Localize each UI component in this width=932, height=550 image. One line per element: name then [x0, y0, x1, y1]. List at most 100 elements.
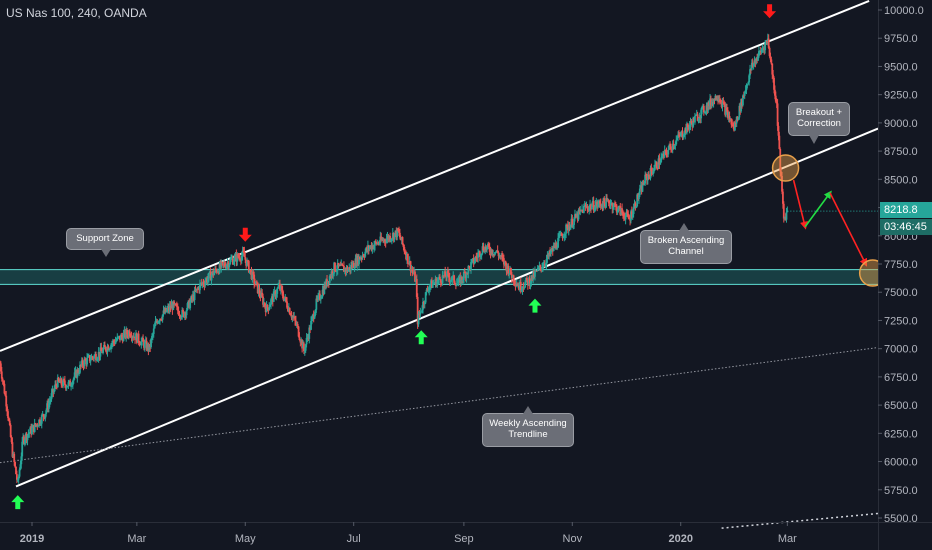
candle-body	[502, 257, 504, 259]
candle-body	[767, 38, 770, 48]
candle-body	[529, 282, 532, 286]
candle-body	[115, 340, 118, 342]
candle-body	[304, 344, 307, 351]
price-tick-label: 7750.0	[884, 259, 918, 271]
candle-body	[541, 267, 543, 270]
candle-body	[276, 288, 279, 294]
candle-body	[726, 110, 729, 118]
candle-body	[513, 281, 516, 284]
candle-body	[272, 291, 275, 302]
candle-body	[460, 276, 463, 285]
candle-body	[411, 269, 414, 272]
candle-body	[99, 347, 102, 357]
candle-body	[439, 279, 442, 283]
candle-body	[656, 168, 659, 170]
candle-body	[140, 341, 143, 346]
candle-body	[563, 236, 566, 238]
candle-body	[298, 336, 301, 340]
candle-body	[444, 271, 447, 277]
candle-body	[520, 289, 523, 291]
candle-body	[54, 384, 56, 389]
candle-body	[109, 348, 112, 350]
candle-body	[764, 42, 767, 51]
candle-body	[602, 198, 605, 208]
candle-body	[565, 224, 567, 234]
candle-body	[213, 272, 216, 276]
price-tick-label: 9000.0	[884, 118, 918, 130]
candle-body	[440, 282, 443, 284]
weekly-trendline-callout[interactable]: Weekly Ascending Trendline	[482, 406, 574, 447]
candle-body	[558, 235, 561, 237]
candle-body	[626, 211, 629, 214]
candle-body	[542, 264, 545, 267]
candle-body	[502, 258, 505, 265]
candle-body	[236, 254, 239, 262]
projection-segment	[804, 190, 832, 228]
candle-body	[592, 200, 595, 211]
candle-body	[172, 301, 175, 310]
candle-body	[542, 266, 544, 268]
candle-body	[195, 288, 198, 292]
price-tick-label: 7000.0	[884, 344, 918, 356]
bar-countdown-badge: 03:46:45	[880, 219, 932, 235]
candle-body	[676, 138, 679, 140]
candle-body	[779, 148, 782, 172]
candle-body	[239, 257, 241, 260]
candle-body	[465, 272, 468, 278]
candle-body	[319, 298, 322, 300]
candle-body	[202, 282, 205, 285]
candle-body	[396, 228, 399, 238]
candle-body	[682, 136, 685, 138]
candle-body	[26, 434, 29, 441]
candle-body	[546, 254, 549, 259]
candle-body	[614, 204, 617, 206]
candle-body	[78, 372, 80, 374]
candle-body	[649, 168, 652, 179]
candle-body	[152, 328, 155, 334]
candle-body	[488, 246, 491, 252]
candle-body	[772, 74, 775, 78]
candle-body	[36, 424, 39, 426]
candlesticks	[0, 33, 789, 484]
candle-body	[120, 335, 123, 337]
candle-body	[31, 427, 33, 435]
price-tick-label: 8500.0	[884, 174, 918, 186]
candle-body	[782, 203, 785, 219]
candle-body	[632, 207, 635, 215]
candle-body	[154, 321, 157, 326]
candle-body	[683, 134, 686, 137]
candle-body	[450, 280, 453, 282]
time-axis[interactable]: 2019 Mar May Jul Sep Nov 2020 Mar	[0, 522, 932, 545]
candle-body	[225, 264, 228, 269]
candle-body	[770, 59, 773, 64]
support-zone-callout[interactable]: Support Zone	[66, 228, 144, 257]
candle-body	[232, 261, 235, 265]
price-axis[interactable]: 10000.0 9750.0 9500.0 9250.0 9000.0 8750.0 850…	[878, 0, 932, 550]
candle-body	[207, 278, 209, 283]
candle-body	[773, 77, 775, 90]
weekly-trendline	[0, 347, 879, 464]
price-tick-label: 8750.0	[884, 146, 918, 158]
candle-body	[752, 63, 755, 66]
candle-body	[283, 298, 286, 301]
down-arrow-icon	[238, 227, 252, 242]
candle-body	[735, 116, 738, 124]
candle-body	[0, 363, 2, 372]
broken-channel-callout[interactable]: Broken Ascending Channel	[640, 223, 732, 264]
candle-body	[15, 466, 17, 475]
candle-body	[636, 194, 639, 207]
candle-body	[0, 371, 3, 379]
candle-body	[360, 257, 363, 259]
candle-body	[229, 259, 232, 265]
candle-body	[55, 384, 57, 386]
candle-body	[616, 210, 619, 213]
breakout-callout[interactable]: Breakout + Correction	[788, 102, 850, 144]
candle-body	[528, 278, 531, 286]
candle-body	[256, 282, 259, 294]
candle-body	[419, 311, 422, 315]
candle-body	[438, 276, 441, 280]
candle-body	[758, 51, 760, 57]
candle-body	[17, 476, 20, 480]
candle-body	[571, 218, 574, 227]
